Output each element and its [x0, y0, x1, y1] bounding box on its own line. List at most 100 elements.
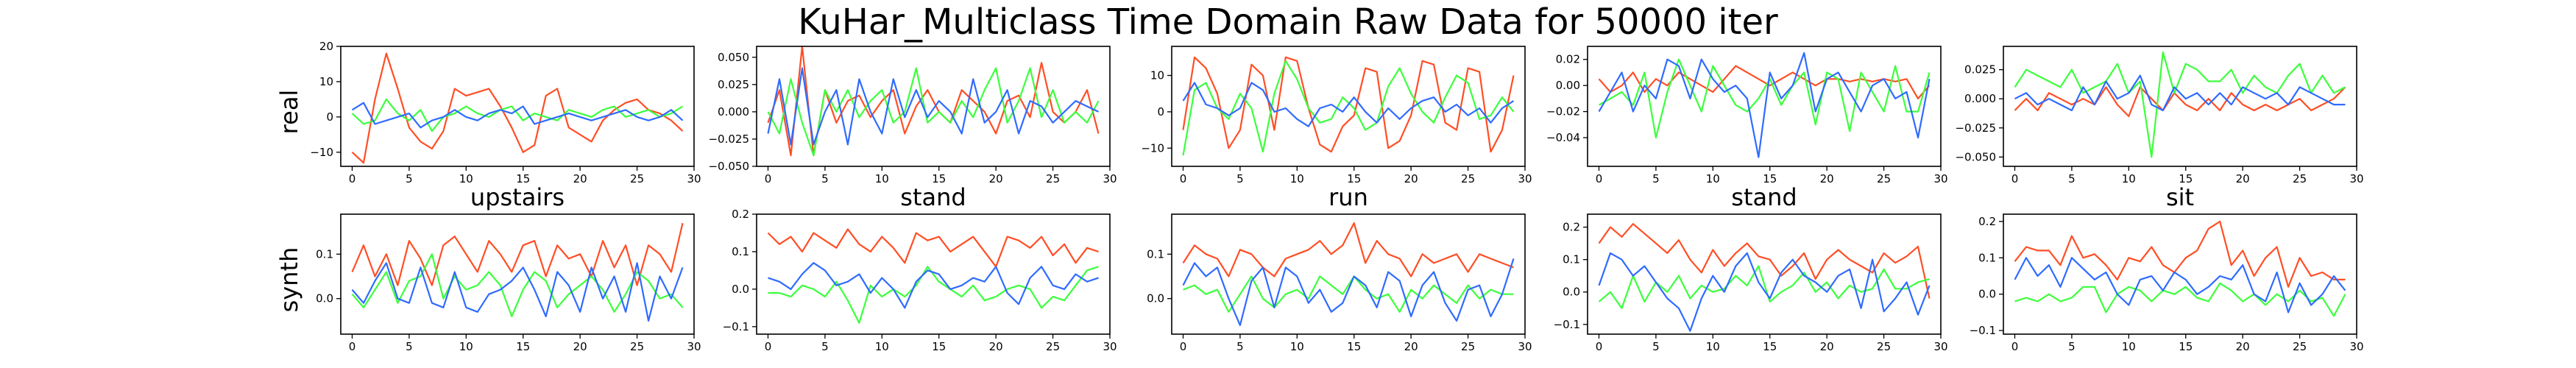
x-tick-label: 15 [1763, 340, 1777, 353]
y-tick-label: 0.0 [732, 283, 749, 296]
x-tick-label: 20 [1404, 340, 1418, 353]
column-title-run: run [1328, 183, 1368, 211]
axes-frame [1171, 46, 1526, 167]
y-tick-label: 0.2 [1978, 215, 1996, 228]
series-line-real-1-2 [351, 98, 684, 132]
x-tick-label: 10 [1706, 172, 1720, 185]
x-tick-label: 0 [1596, 340, 1603, 353]
y-tick-label: 0.2 [732, 208, 749, 221]
y-tick-label: −0.025 [708, 132, 749, 146]
x-tick-label: 25 [1877, 340, 1891, 353]
x-tick-label: 5 [2068, 340, 2076, 353]
x-tick-label: 25 [1046, 340, 1060, 353]
series-line-synth-5-1 [2014, 220, 2346, 288]
series-line-synth-1-1 [351, 222, 684, 286]
x-tick-label: 15 [516, 340, 530, 353]
axes-frame [2003, 46, 2357, 167]
y-tick-label: 0 [326, 110, 333, 124]
y-tick-label: 0.1 [732, 245, 749, 258]
x-tick-label: 20 [989, 340, 1003, 353]
x-tick-label: 5 [1236, 172, 1244, 185]
x-tick-label: 5 [821, 172, 829, 185]
y-tick-label: 0.1 [1563, 253, 1580, 266]
x-tick-label: 25 [2293, 172, 2307, 185]
series-line-real-4-2 [1598, 58, 1931, 139]
x-tick-label: 15 [1347, 340, 1361, 353]
x-tick-label: 10 [1290, 172, 1304, 185]
x-tick-label: 20 [573, 340, 587, 353]
y-tick-label: −0.04 [1546, 131, 1580, 144]
subplot-synth-1: 0.0 0.1 0 5 10 15 20 25 30 [316, 213, 701, 353]
x-tick-label: 15 [1347, 172, 1361, 185]
subplot-real-4: −0.04 −0.02 0.00 0.02 0 5 10 15 20 25 30 [1546, 46, 1948, 185]
axes-frame [1587, 46, 1942, 167]
x-tick-label: 5 [2068, 172, 2076, 185]
x-tick-label: 15 [1763, 172, 1777, 185]
x-tick-label: 5 [1236, 340, 1244, 353]
x-tick-label: 20 [1404, 172, 1418, 185]
x-tick-label: 20 [1820, 340, 1834, 353]
series-line-synth-3-3 [1182, 258, 1515, 326]
x-tick-label: 20 [2236, 172, 2250, 185]
x-tick-label: 25 [630, 172, 644, 185]
x-tick-label: 30 [1518, 172, 1532, 185]
series-line-synth-2-1 [767, 228, 1099, 268]
y-tick-label: −10 [1141, 141, 1164, 155]
y-tick-label: −0.050 [1955, 150, 1996, 163]
x-tick-label: 20 [1820, 172, 1834, 185]
x-tick-label: 30 [1518, 340, 1532, 353]
y-tick-label: 0.0 [1563, 286, 1580, 299]
y-tick-label: 0 [1157, 105, 1164, 118]
x-tick-label: 0 [2011, 172, 2019, 185]
axes-frame [340, 46, 695, 167]
y-tick-label: −0.1 [1970, 324, 1996, 337]
y-tick-label: 0.1 [1147, 247, 1164, 261]
x-tick-label: 30 [1933, 172, 1947, 185]
x-tick-label: 10 [875, 340, 889, 353]
axes-frame [1587, 213, 1942, 335]
series-line-synth-3-2 [1183, 275, 1514, 313]
subplot-synth-4: −0.1 0.0 0.1 0.2 0 5 10 15 20 25 30 [1554, 213, 1948, 353]
subplot-synth-2: −0.1 0.0 0.1 0.2 0 5 10 15 20 25 30 [723, 208, 1117, 353]
x-tick-label: 0 [349, 340, 356, 353]
y-tick-label: 0.0 [1147, 292, 1164, 305]
x-tick-label: 30 [2349, 340, 2363, 353]
x-tick-label: 10 [1290, 340, 1304, 353]
series-line-real-3-2 [1182, 60, 1515, 156]
series-line-synth-1-2 [351, 253, 684, 317]
series-line-real-5-3 [2014, 74, 2346, 112]
axes-frame [2003, 213, 2357, 335]
axes-frame [756, 213, 1111, 335]
subplot-real-1: −10 0 10 20 0 5 10 15 20 25 30 [310, 40, 701, 185]
x-tick-label: 0 [349, 172, 356, 185]
column-title-sit: sit [2166, 183, 2194, 211]
subplot-real-3: −10 0 10 0 5 10 15 20 25 30 [1141, 46, 1532, 185]
x-tick-label: 25 [1461, 172, 1475, 185]
series-line-synth-1-3 [351, 262, 684, 322]
y-tick-label: 0.2 [1563, 221, 1580, 234]
y-tick-label: −0.050 [708, 160, 749, 173]
y-tick-label: 0.0 [1978, 288, 1996, 301]
series-line-real-2-2 [767, 67, 1100, 157]
x-tick-label: 20 [2236, 340, 2250, 353]
axes-frame [340, 213, 695, 335]
y-tick-label: 0.1 [1978, 251, 1996, 264]
axes-frame [1171, 213, 1526, 335]
y-tick-label: −10 [310, 146, 333, 159]
series-line-synth-4-3 [1598, 252, 1931, 332]
y-tick-label: 0.00 [1556, 79, 1580, 92]
x-tick-label: 30 [687, 172, 701, 185]
x-tick-label: 30 [1933, 340, 1947, 353]
x-tick-label: 15 [932, 172, 946, 185]
subplot-synth-5: −0.1 0.0 0.1 0.2 0 5 10 15 20 25 30 [1970, 213, 2364, 353]
y-tick-label: 0.1 [316, 247, 333, 261]
y-tick-label: 0.025 [718, 78, 749, 91]
x-tick-label: 30 [1103, 172, 1117, 185]
axes-frame [756, 46, 1111, 167]
x-tick-label: 25 [1046, 172, 1060, 185]
y-tick-label: 0.025 [1964, 63, 1996, 77]
row-label-real: real [275, 90, 303, 135]
y-tick-label: −0.1 [1554, 318, 1580, 331]
